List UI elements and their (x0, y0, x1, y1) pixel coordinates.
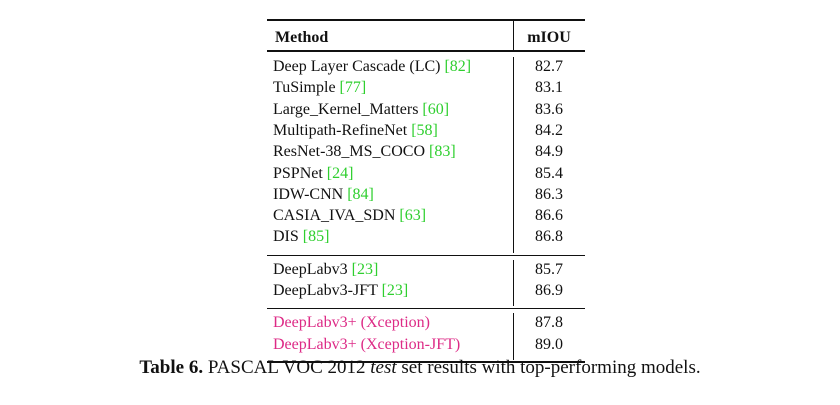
citation: [83] (429, 143, 456, 161)
method-name: Large_Kernel_Matters (273, 100, 419, 118)
method-name: DeepLabv3-JFT (273, 282, 378, 299)
method-cell: Multipath-RefineNet [58] (273, 121, 438, 141)
citation: [63] (399, 207, 427, 225)
method-name: CASIA_IVA_SDN (273, 207, 396, 225)
method-name: DeepLabv3+ (Xception-JFT) (273, 335, 461, 353)
header-cell: Method (275, 29, 329, 46)
method-name: DIS (273, 228, 299, 246)
method-cell: TuSimple [77] (273, 78, 366, 98)
table-rule (267, 19, 585, 21)
method-cell: DeepLabv3-JFT [23] (273, 281, 408, 301)
method-cell: DIS [85] (273, 227, 329, 247)
method-cell: Deep Layer Cascade (LC) [82] (273, 57, 471, 77)
citation: [84] (347, 185, 374, 203)
miou-cell: 85.7 (535, 260, 563, 278)
miou-cell: 87.8 (535, 314, 563, 332)
header-cell: mIOU (527, 29, 571, 46)
miou-cell: 86.9 (535, 282, 563, 299)
miou-cell: 86.6 (535, 207, 563, 225)
caption-label: Table 6. (139, 357, 204, 378)
method-name: DeepLabv3 (273, 260, 348, 278)
column-rule (513, 313, 514, 360)
miou-cell: 85.4 (535, 164, 563, 182)
citation: [82] (444, 58, 472, 75)
citation: [60] (422, 100, 450, 118)
table-rule (267, 308, 585, 310)
caption: Table 6. PASCAL VOC 2012 test set result… (0, 356, 840, 380)
method-cell: DeepLabv3+ (Xception) (273, 313, 430, 333)
column-rule (513, 259, 514, 307)
method-cell: ResNet-38_MS_COCO [83] (273, 142, 456, 162)
method-cell: CASIA_IVA_SDN [63] (273, 206, 426, 226)
table-rule (267, 254, 585, 256)
column-rule (513, 21, 514, 51)
miou-cell: 82.7 (535, 58, 563, 75)
citation: [23] (351, 260, 379, 278)
miou-cell: 83.1 (535, 79, 563, 97)
method-cell: DeepLabv3 [23] (273, 260, 378, 280)
method-name: IDW-CNN (273, 185, 344, 203)
citation: [77] (339, 79, 367, 97)
miou-cell: 86.8 (535, 228, 563, 246)
citation: [24] (326, 164, 354, 182)
citation: [23] (381, 282, 409, 299)
method-name: Multipath-RefineNet (273, 121, 408, 139)
citation: [58] (411, 121, 438, 139)
method-cell: DeepLabv3+ (Xception-JFT) (273, 335, 460, 355)
table-rule (267, 50, 585, 52)
method-name: DeepLabv3+ (Xception) (273, 314, 430, 332)
miou-cell: 89.0 (535, 335, 563, 353)
miou-cell: 86.3 (535, 185, 563, 203)
method-cell: Large_Kernel_Matters [60] (273, 100, 449, 120)
miou-cell: 84.2 (535, 121, 563, 139)
method-cell: PSPNet [24] (273, 164, 353, 184)
method-cell: IDW-CNN [84] (273, 185, 374, 205)
method-name: TuSimple (273, 79, 336, 97)
method-name: ResNet-38_MS_COCO (273, 143, 426, 161)
miou-cell: 84.9 (535, 143, 563, 161)
column-rule (513, 57, 514, 253)
method-name: Deep Layer Cascade (LC) (273, 58, 441, 75)
miou-cell: 83.6 (535, 100, 563, 118)
method-name: PSPNet (273, 164, 323, 182)
citation: [85] (302, 228, 330, 246)
table-rule (267, 360, 585, 363)
